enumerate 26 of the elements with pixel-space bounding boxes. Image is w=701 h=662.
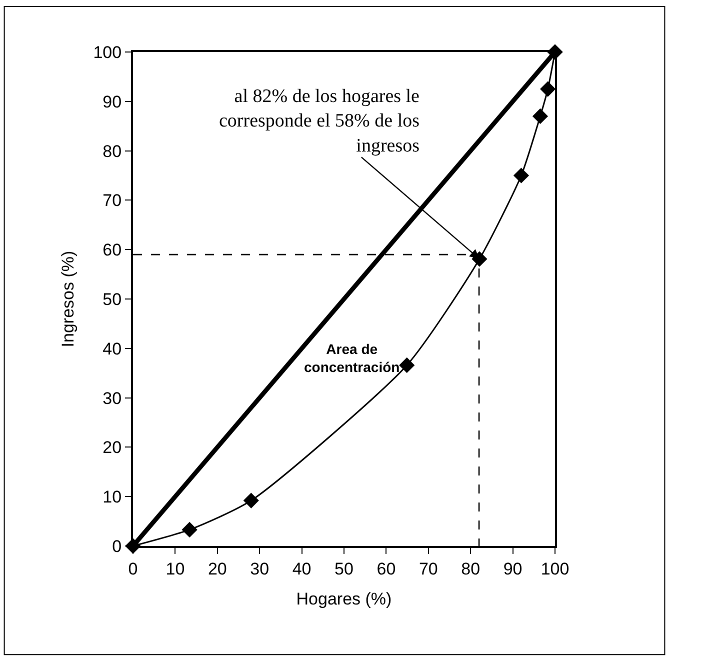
- x-tick-label: 100: [540, 559, 570, 578]
- x-tick-label: 0: [128, 559, 138, 578]
- x-tick-label: 90: [503, 559, 522, 578]
- x-tick-label: 70: [418, 559, 438, 578]
- y-tick-label: 90: [102, 92, 122, 112]
- y-tick-label: 100: [93, 42, 122, 62]
- y-tick-label: 10: [102, 488, 122, 507]
- y-tick-label: 20: [102, 438, 122, 458]
- x-tick-label: 30: [250, 559, 270, 578]
- x-tick-label: 60: [376, 559, 396, 578]
- y-tick-label: 30: [102, 388, 122, 408]
- y-tick-label: 40: [102, 339, 122, 358]
- y-axis-title: Ingresos (%): [58, 250, 78, 348]
- y-tick-label: 60: [102, 240, 122, 260]
- x-axis-title: Hogares (%): [296, 589, 392, 608]
- y-tick-label: 70: [102, 191, 122, 210]
- y-tick-label: 0: [112, 536, 122, 556]
- x-tick-label: 80: [461, 559, 480, 578]
- y-tick-label: 80: [102, 142, 122, 161]
- x-tick-label: 10: [166, 559, 185, 578]
- x-tick-label: 20: [208, 559, 227, 578]
- annotation: al 82% de los hogares le corresponde el 58% de los ingresos: [219, 86, 420, 156]
- y-tick-label: 50: [102, 290, 122, 309]
- annotation: Area de concentración: [304, 341, 400, 376]
- x-tick-label: 50: [334, 559, 354, 578]
- x-tick-label: 40: [292, 559, 312, 578]
